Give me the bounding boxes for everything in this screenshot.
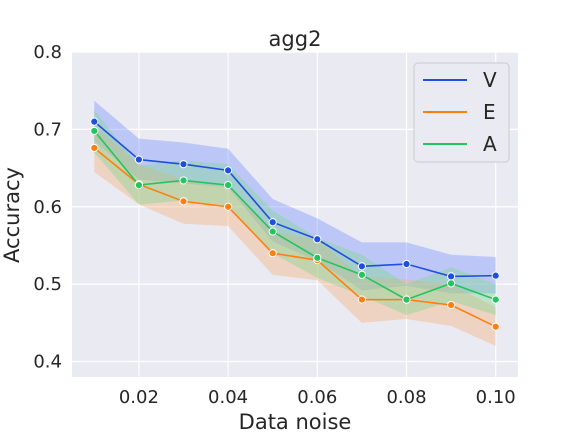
line-e [93,147,497,328]
point-a [179,176,188,185]
point-v [447,272,456,281]
chart-title: agg2 [269,27,322,51]
point-v [90,117,99,126]
y-tick-label: 0.5 [33,274,62,295]
point-v [268,218,277,227]
point-a [402,295,411,304]
x-axis-label: Data noise [239,410,352,432]
point-a [224,180,233,190]
legend-label: E [483,100,496,124]
x-tick-label: 0.06 [297,387,337,408]
point-a [447,279,456,288]
point-e [268,249,277,258]
point-v [224,166,233,175]
x-tick-label: 0.02 [119,387,159,408]
series-points [90,117,500,331]
point-a [90,126,99,136]
y-tick-label: 0.7 [33,119,62,140]
point-e [357,295,366,304]
y-tick-label: 0.6 [33,197,62,218]
band-e [94,125,496,347]
gridlines [72,51,518,377]
point-v [357,262,366,271]
point-a [357,270,366,279]
line-a [93,130,496,301]
line-v [93,121,496,278]
band-v [94,100,496,294]
point-a [134,180,143,190]
legend-label: A [483,132,497,156]
point-v [313,235,322,244]
x-tick-label: 0.10 [476,387,516,408]
x-axis-ticks: 0.02 0.04 0.06 0.08 0.10 [119,387,516,408]
point-e [447,300,456,310]
point-v [179,160,188,169]
point-e [179,197,188,206]
point-a [491,295,500,304]
point-a [313,253,322,262]
point-e [491,322,500,331]
confidence-bands [94,100,496,347]
legend-label: V [483,68,497,92]
point-e [90,143,99,153]
y-tick-label: 0.8 [33,42,62,63]
y-axis-ticks: 0.4 0.5 0.6 0.7 0.8 [33,42,62,373]
x-tick-label: 0.04 [208,387,248,408]
x-tick-label: 0.08 [386,387,426,408]
point-v [402,259,411,269]
series-lines [93,121,497,328]
band-a [94,110,496,316]
point-v [491,271,500,280]
point-v [134,155,143,164]
legend: VEA [413,62,510,163]
y-axis-label: Accuracy [0,167,24,263]
y-tick-label: 0.4 [33,352,62,373]
point-a [268,227,277,236]
point-e [224,202,233,211]
